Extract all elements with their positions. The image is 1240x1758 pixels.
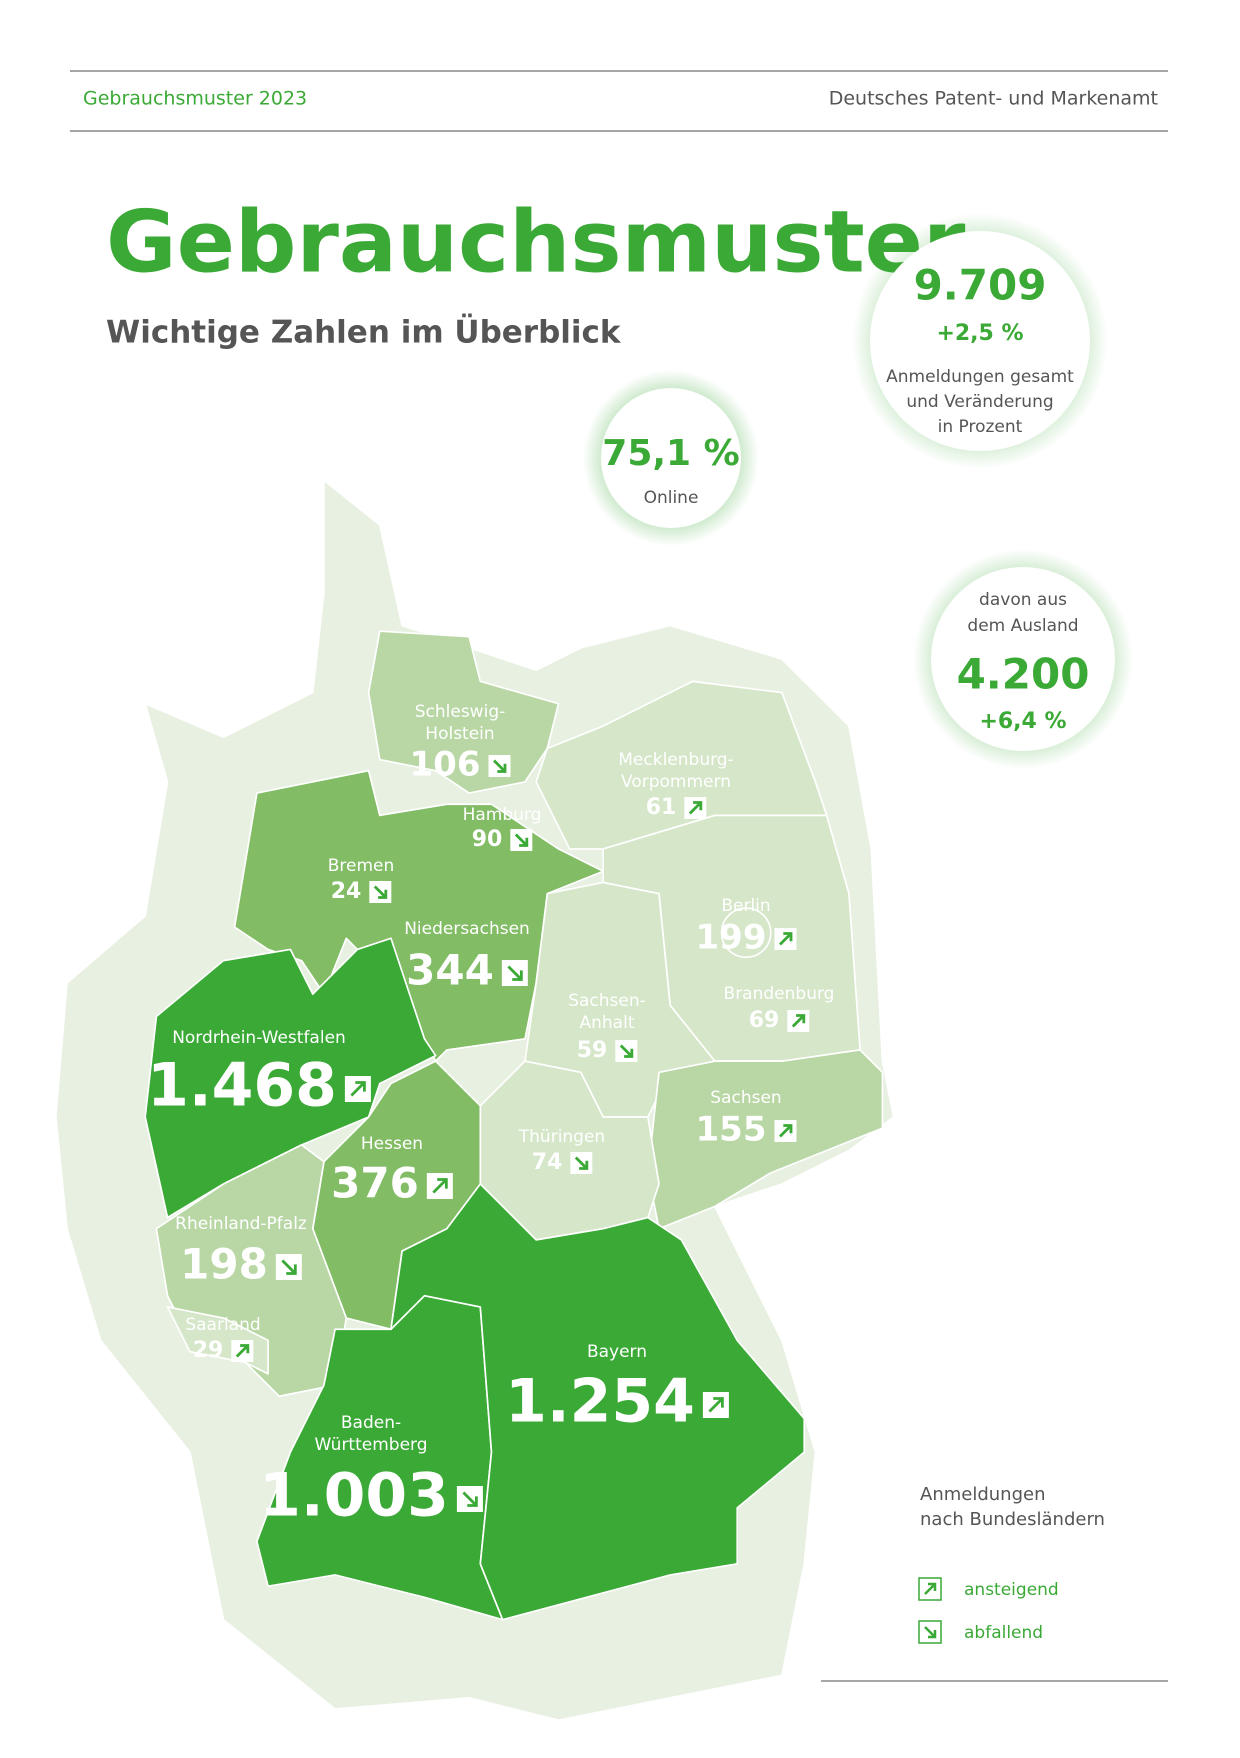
state-name: Sachsen- (568, 991, 646, 1011)
state-value: 90 (472, 827, 503, 852)
trend-icon (684, 797, 706, 819)
trend-icon (703, 1392, 729, 1418)
state-value: 1.254 (505, 1367, 695, 1437)
trend-icon (502, 960, 528, 986)
state-value: 198 (180, 1240, 268, 1289)
online-value: 75,1 % (602, 433, 739, 474)
state-name: Nordrhein-Westfalen (172, 1028, 346, 1048)
state-name: Thüringen (518, 1127, 605, 1147)
online-label: Online (644, 488, 699, 508)
trend-icon (457, 1486, 483, 1512)
legend-title: nach Bundesländern (920, 1509, 1105, 1530)
subtitle: Wichtige Zahlen im Überblick (106, 314, 622, 351)
header-left: Gebrauchsmuster 2023 (83, 88, 307, 110)
state-value: 199 (696, 918, 767, 958)
foreign-label: davon aus (979, 590, 1067, 610)
trend-icon (774, 1120, 796, 1142)
trend-icon (510, 829, 532, 851)
state-name: Hessen (361, 1134, 423, 1154)
state-name: Hamburg (463, 805, 542, 825)
state-value: 1.003 (259, 1461, 449, 1531)
trend-icon (570, 1152, 592, 1174)
state-value: 29 (193, 1338, 224, 1363)
state-value: 376 (331, 1159, 419, 1208)
state-name: Bayern (587, 1342, 647, 1362)
state-name: Niedersachsen (404, 919, 530, 939)
state-value: 59 (577, 1038, 608, 1063)
trend-icon (774, 928, 796, 950)
state-name: Anhalt (580, 1013, 635, 1033)
foreign-change: +6,4 % (979, 709, 1066, 734)
total-label: in Prozent (938, 417, 1023, 437)
legend-down: abfallend (964, 1623, 1043, 1643)
state-name: Schleswig- (415, 702, 506, 722)
total-value: 9.709 (914, 261, 1047, 310)
state-name: Bremen (328, 856, 395, 876)
state-value: 106 (410, 745, 481, 785)
trend-icon (787, 1010, 809, 1032)
trend-icon (488, 755, 510, 777)
foreign-label: dem Ausland (967, 616, 1078, 636)
state-name: Sachsen (710, 1088, 781, 1108)
trend-icon (276, 1254, 302, 1280)
total-change: +2,5 % (936, 321, 1023, 346)
legend-up: ansteigend (964, 1580, 1059, 1600)
state-value: 1.468 (147, 1051, 337, 1121)
state-name: Vorpommern (621, 772, 731, 792)
state-value: 74 (532, 1150, 563, 1175)
state-value: 61 (646, 795, 677, 820)
legend-icon-up (919, 1578, 941, 1600)
state-name: Berlin (721, 896, 770, 916)
state-value: 69 (749, 1008, 780, 1033)
state-value: 24 (331, 879, 362, 904)
state-name: Holstein (425, 724, 494, 744)
trend-icon (369, 881, 391, 903)
infographic: Gebrauchsmuster 2023 Deutsches Patent- u… (0, 0, 1240, 1754)
header-right: Deutsches Patent- und Markenamt (829, 88, 1158, 110)
state-value: 344 (406, 946, 494, 995)
state-name: Württemberg (314, 1435, 427, 1455)
state-name: Mecklenburg- (618, 750, 733, 770)
trend-icon (427, 1173, 453, 1199)
trend-icon (231, 1340, 253, 1362)
foreign-value: 4.200 (957, 650, 1090, 699)
trend-icon (615, 1040, 637, 1062)
total-label: und Veränderung (906, 392, 1053, 412)
state-name: Baden- (341, 1413, 401, 1433)
state-name: Rheinland-Pfalz (175, 1214, 307, 1234)
title: Gebrauchsmuster (106, 192, 966, 292)
legend-title: Anmeldungen (920, 1484, 1045, 1505)
total-label: Anmeldungen gesamt (886, 367, 1074, 387)
trend-icon (345, 1076, 371, 1102)
legend-icon-down (919, 1621, 941, 1643)
state-value: 155 (696, 1110, 767, 1150)
page: {"header": {"left": "Gebrauchsmuster 202… (0, 0, 1240, 1754)
state-name: Brandenburg (724, 984, 835, 1004)
state-name: Saarland (185, 1315, 260, 1335)
